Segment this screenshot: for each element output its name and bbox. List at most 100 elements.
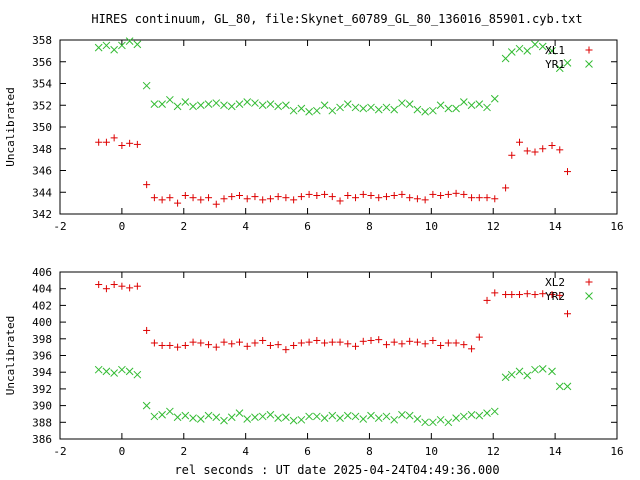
data-point — [196, 415, 205, 423]
data-point — [429, 336, 437, 344]
data-point — [475, 100, 484, 109]
data-point — [212, 413, 221, 422]
data-point — [251, 413, 259, 422]
data-point — [459, 412, 468, 421]
data-point — [351, 412, 360, 421]
data-point — [305, 107, 313, 116]
data-point — [390, 105, 399, 114]
data-point — [305, 412, 313, 421]
data-point — [312, 412, 321, 421]
x-tick-label: 0 — [119, 220, 126, 233]
data-point — [259, 196, 267, 204]
data-point — [181, 192, 189, 200]
data-point — [444, 190, 452, 198]
data-point — [212, 200, 220, 208]
data-point — [343, 411, 352, 420]
data-point — [452, 189, 460, 197]
data-point — [563, 58, 572, 67]
data-point — [467, 101, 476, 110]
data-point — [204, 100, 213, 109]
data-point — [336, 197, 344, 205]
data-point — [102, 367, 111, 376]
data-point — [235, 192, 243, 200]
plot-frame — [59, 271, 618, 440]
data-point — [531, 40, 539, 49]
data-point — [158, 341, 166, 349]
data-point — [437, 341, 445, 349]
data-point — [406, 337, 414, 345]
data-point — [118, 41, 126, 50]
data-point — [181, 98, 190, 106]
data-point — [118, 141, 126, 149]
data-point — [459, 98, 468, 106]
data-point — [421, 418, 429, 427]
y-tick-label: 358 — [32, 34, 52, 47]
y-tick-label: 400 — [32, 316, 52, 329]
data-point — [523, 147, 531, 155]
data-point — [501, 373, 510, 382]
data-point — [297, 193, 305, 201]
data-point — [406, 194, 414, 202]
data-point — [150, 194, 158, 202]
data-point — [274, 341, 282, 349]
data-point — [539, 290, 547, 298]
legend-label: YR1 — [545, 58, 565, 71]
data-point — [460, 341, 468, 349]
data-point — [398, 410, 406, 419]
data-point — [429, 418, 437, 427]
data-point — [220, 195, 228, 203]
data-point — [502, 291, 510, 299]
data-point — [320, 101, 329, 110]
data-point — [336, 414, 344, 422]
x-tick-label: 6 — [304, 220, 311, 233]
data-point — [297, 104, 306, 113]
data-point — [312, 106, 321, 115]
data-point — [125, 367, 134, 376]
legend-marker — [585, 292, 593, 300]
data-point — [282, 346, 290, 354]
data-point — [150, 412, 159, 421]
data-point — [133, 282, 141, 290]
data-point — [251, 193, 259, 201]
data-point — [515, 44, 524, 53]
series-xl1 — [95, 134, 571, 208]
data-point — [507, 370, 516, 379]
data-point — [297, 415, 306, 424]
data-point — [102, 285, 110, 293]
data-point — [436, 415, 445, 424]
data-point — [538, 365, 547, 373]
data-point — [336, 103, 344, 112]
data-point — [235, 338, 243, 346]
data-point — [110, 45, 119, 54]
data-point — [228, 193, 236, 201]
y-tick-label: 354 — [32, 78, 52, 91]
data-point — [110, 369, 119, 377]
data-point — [367, 103, 375, 112]
data-point — [205, 194, 213, 202]
data-point — [555, 64, 564, 73]
data-point — [227, 413, 236, 422]
data-point — [548, 291, 556, 299]
data-point — [344, 192, 352, 200]
data-point — [94, 43, 103, 52]
data-point — [398, 340, 406, 348]
data-point — [563, 382, 572, 391]
data-point — [321, 339, 329, 347]
data-point — [508, 291, 516, 299]
y-tick-label: 394 — [32, 366, 52, 379]
data-point — [398, 99, 406, 107]
y-tick-label: 342 — [32, 208, 52, 221]
data-point — [382, 341, 390, 349]
data-point — [313, 192, 321, 200]
y-tick-label: 406 — [32, 266, 52, 279]
data-point — [227, 102, 236, 111]
legend-marker — [585, 60, 593, 68]
series-yr1 — [94, 37, 572, 116]
data-point — [531, 365, 539, 374]
data-point — [258, 412, 267, 421]
data-point — [483, 103, 491, 112]
x-tick-label: 12 — [487, 445, 500, 458]
data-point — [235, 409, 244, 417]
y-tick-label: 348 — [32, 143, 52, 156]
y-tick-label: 396 — [32, 350, 52, 363]
